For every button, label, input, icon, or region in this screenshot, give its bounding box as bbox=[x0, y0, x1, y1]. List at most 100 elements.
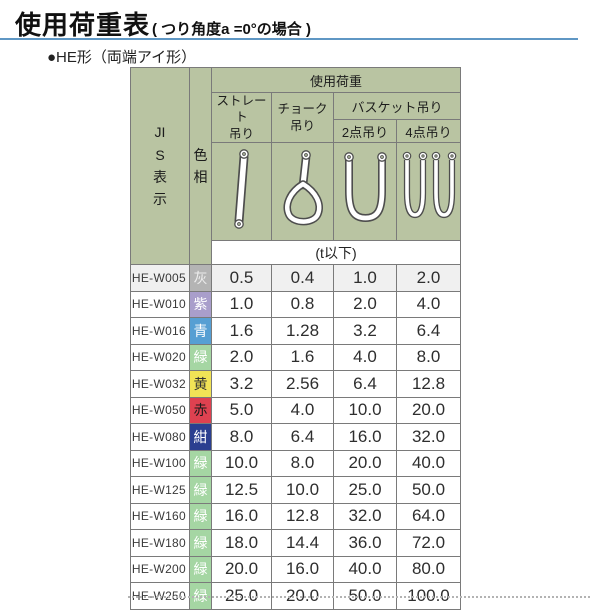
value-cell-basket4: 32.0 bbox=[396, 423, 461, 451]
value-cell-basket2: 10.0 bbox=[333, 396, 397, 424]
value-cell-basket2: 32.0 bbox=[333, 502, 397, 530]
col-header-basket: バスケット吊り bbox=[333, 92, 461, 120]
value-cell-straight: 8.0 bbox=[211, 423, 272, 451]
value-cell-basket4: 50.0 bbox=[396, 476, 461, 504]
col-header-straight: ストレート 吊り bbox=[211, 92, 272, 143]
unit-label-cell: (t以下) bbox=[211, 240, 461, 265]
color-chip: 緑 bbox=[189, 449, 212, 477]
value-cell-basket2: 40.0 bbox=[333, 555, 397, 583]
value-cell-choke: 16.0 bbox=[271, 555, 334, 583]
table-row: HE-W200 緑 20.0 16.0 40.0 80.0 bbox=[130, 555, 461, 583]
load-capacity-table: JIS表示 色相 使用荷重 ストレート 吊り チョーク 吊り バスケット吊り 2… bbox=[130, 67, 461, 610]
value-cell-basket4: 4.0 bbox=[396, 290, 461, 318]
value-cell-choke: 10.0 bbox=[271, 476, 334, 504]
color-chip: 黄 bbox=[189, 370, 212, 398]
jis-header-label: JIS表示 bbox=[153, 124, 167, 208]
value-cell-straight: 5.0 bbox=[211, 396, 272, 424]
table-row: HE-W010 紫 1.0 0.8 2.0 4.0 bbox=[130, 290, 461, 318]
value-cell-straight: 3.2 bbox=[211, 370, 272, 398]
basket-2point-sling-icon bbox=[333, 142, 397, 241]
table-row: HE-W100 緑 10.0 8.0 20.0 40.0 bbox=[130, 449, 461, 477]
value-cell-straight: 16.0 bbox=[211, 502, 272, 530]
value-cell-basket4: 64.0 bbox=[396, 502, 461, 530]
page-title: 使用荷重表 bbox=[15, 10, 151, 40]
jis-header-cell: JIS表示 bbox=[130, 67, 190, 265]
jis-code-cell: HE-W100 bbox=[130, 449, 190, 477]
choker-sling-icon bbox=[271, 142, 334, 241]
value-cell-basket2: 3.2 bbox=[333, 317, 397, 345]
value-cell-basket4: 6.4 bbox=[396, 317, 461, 345]
color-chip: 紫 bbox=[189, 290, 212, 318]
table-head: JIS表示 色相 使用荷重 ストレート 吊り チョーク 吊り バスケット吊り 2… bbox=[130, 67, 461, 265]
jis-code-cell: HE-W016 bbox=[130, 317, 190, 345]
table-row: HE-W160 緑 16.0 12.8 32.0 64.0 bbox=[130, 502, 461, 530]
value-cell-straight: 1.0 bbox=[211, 290, 272, 318]
value-cell-choke: 4.0 bbox=[271, 396, 334, 424]
value-cell-straight: 18.0 bbox=[211, 529, 272, 557]
jis-code-cell: HE-W020 bbox=[130, 343, 190, 371]
color-chip: 紺 bbox=[189, 423, 212, 451]
color-header-label: 色相 bbox=[193, 146, 208, 185]
color-chip: 緑 bbox=[189, 476, 212, 504]
table-row: HE-W005 灰 0.5 0.4 1.0 2.0 bbox=[130, 264, 461, 292]
jis-code-cell: HE-W032 bbox=[130, 370, 190, 398]
table-row: HE-W032 黄 3.2 2.56 6.4 12.8 bbox=[130, 370, 461, 398]
value-cell-basket2: 25.0 bbox=[333, 476, 397, 504]
title-divider bbox=[0, 38, 578, 40]
table-row: HE-W125 緑 12.5 10.0 25.0 50.0 bbox=[130, 476, 461, 504]
value-cell-choke: 0.8 bbox=[271, 290, 334, 318]
table-row: HE-W016 青 1.6 1.28 3.2 6.4 bbox=[130, 317, 461, 345]
color-chip: 青 bbox=[189, 317, 212, 345]
jis-code-cell: HE-W050 bbox=[130, 396, 190, 424]
value-cell-straight: 12.5 bbox=[211, 476, 272, 504]
value-cell-choke: 12.8 bbox=[271, 502, 334, 530]
col-header-basket4: 4点吊り bbox=[396, 119, 461, 143]
value-cell-choke: 8.0 bbox=[271, 449, 334, 477]
col-header-choke: チョーク 吊り bbox=[271, 92, 334, 143]
value-cell-straight: 20.0 bbox=[211, 555, 272, 583]
jis-code-cell: HE-W080 bbox=[130, 423, 190, 451]
jis-code-cell: HE-W180 bbox=[130, 529, 190, 557]
section-label: ●HE形（両端アイ形） bbox=[47, 49, 197, 66]
bottom-dotted-divider bbox=[128, 596, 590, 598]
value-cell-choke: 14.4 bbox=[271, 529, 334, 557]
value-cell-basket2: 2.0 bbox=[333, 290, 397, 318]
value-cell-straight: 10.0 bbox=[211, 449, 272, 477]
jis-code-cell: HE-W010 bbox=[130, 290, 190, 318]
value-cell-basket2: 36.0 bbox=[333, 529, 397, 557]
value-cell-basket2: 6.4 bbox=[333, 370, 397, 398]
value-cell-basket2: 16.0 bbox=[333, 423, 397, 451]
value-cell-straight: 0.5 bbox=[211, 264, 272, 292]
table-row: HE-W180 緑 18.0 14.4 36.0 72.0 bbox=[130, 529, 461, 557]
value-cell-choke: 1.6 bbox=[271, 343, 334, 371]
color-chip: 緑 bbox=[189, 502, 212, 530]
color-chip: 緑 bbox=[189, 529, 212, 557]
jis-code-cell: HE-W200 bbox=[130, 555, 190, 583]
color-chip: 緑 bbox=[189, 555, 212, 583]
page-header: 使用荷重表( つり角度a =0°の場合 ) bbox=[15, 5, 311, 42]
value-cell-basket4: 8.0 bbox=[396, 343, 461, 371]
value-cell-basket4: 80.0 bbox=[396, 555, 461, 583]
table-row: HE-W050 赤 5.0 4.0 10.0 20.0 bbox=[130, 396, 461, 424]
color-chip: 緑 bbox=[189, 343, 212, 371]
page-title-note: ( つり角度a =0°の場合 ) bbox=[152, 21, 311, 38]
value-cell-basket4: 40.0 bbox=[396, 449, 461, 477]
col-header-basket2: 2点吊り bbox=[333, 119, 397, 143]
value-cell-basket4: 12.8 bbox=[396, 370, 461, 398]
value-cell-choke: 6.4 bbox=[271, 423, 334, 451]
jis-code-cell: HE-W160 bbox=[130, 502, 190, 530]
color-header-cell: 色相 bbox=[189, 67, 212, 265]
jis-code-cell: HE-W005 bbox=[130, 264, 190, 292]
value-cell-basket4: 72.0 bbox=[396, 529, 461, 557]
value-cell-choke: 2.56 bbox=[271, 370, 334, 398]
value-cell-basket2: 4.0 bbox=[333, 343, 397, 371]
load-header-cell: 使用荷重 bbox=[211, 67, 461, 93]
table-body: HE-W005 灰 0.5 0.4 1.0 2.0 HE-W010 紫 1.0 … bbox=[130, 264, 461, 610]
color-chip: 赤 bbox=[189, 396, 212, 424]
value-cell-choke: 1.28 bbox=[271, 317, 334, 345]
table-row: HE-W080 紺 8.0 6.4 16.0 32.0 bbox=[130, 423, 461, 451]
value-cell-straight: 1.6 bbox=[211, 317, 272, 345]
jis-code-cell: HE-W125 bbox=[130, 476, 190, 504]
table-row: HE-W020 緑 2.0 1.6 4.0 8.0 bbox=[130, 343, 461, 371]
color-chip: 灰 bbox=[189, 264, 212, 292]
